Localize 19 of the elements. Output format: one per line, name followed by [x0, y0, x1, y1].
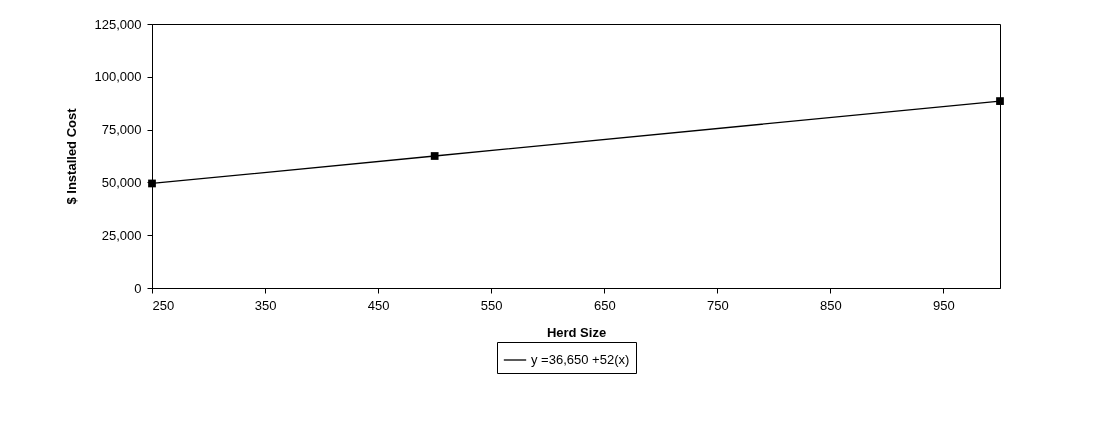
y-tick-label: 75,000: [101, 122, 142, 138]
x-tick-label: 250: [152, 297, 175, 313]
y-tick-label: 100,000: [94, 69, 142, 85]
legend-label: y =36,650 +52(x): [531, 352, 630, 367]
x-tick-label: 650: [593, 297, 616, 313]
y-tick-label: 50,000: [101, 174, 142, 190]
x-tick-label: 750: [706, 297, 729, 313]
x-tick-label: 350: [254, 297, 277, 313]
y-tick-label: 0: [134, 280, 142, 296]
x-axis-title: Herd Size: [546, 324, 607, 340]
x-tick-label: 550: [480, 297, 503, 313]
x-tick-label: 450: [367, 297, 390, 313]
y-axis-title: $ Installed Cost: [63, 107, 79, 205]
point: [430, 152, 439, 160]
y-tick-label: 25,000: [101, 227, 142, 243]
x-tick-label: 950: [933, 297, 955, 313]
x-tick-label: 850: [820, 297, 842, 313]
point: [996, 97, 1004, 105]
y-tick-label: 125,000: [94, 16, 142, 32]
